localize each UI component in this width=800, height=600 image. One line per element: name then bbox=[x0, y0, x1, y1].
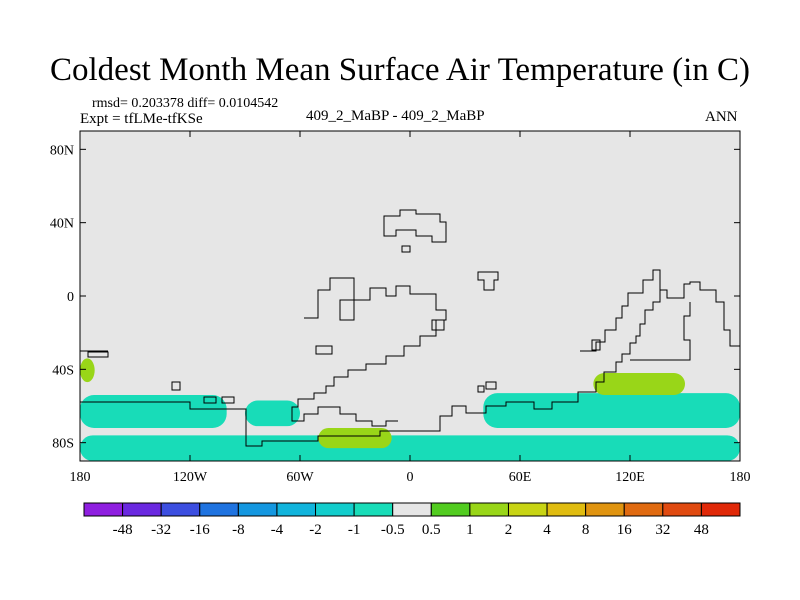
anomaly-region-south-atlantic-blob bbox=[245, 400, 300, 427]
coastline-europe bbox=[383, 209, 447, 243]
colorbar-box bbox=[315, 502, 355, 517]
colorbar-box bbox=[392, 502, 432, 517]
case-label: 409_2_MaBP - 409_2_MaBP bbox=[306, 108, 485, 124]
x-tick-label: 60W bbox=[286, 470, 314, 485]
y-tick-label: 80S bbox=[52, 437, 74, 452]
x-tick-label: 120E bbox=[615, 470, 645, 485]
colorbar-label: 48 bbox=[694, 522, 709, 538]
anomaly-region-south-america-coast-warm bbox=[80, 358, 95, 383]
colorbar-box bbox=[353, 502, 394, 517]
coastline-asia bbox=[580, 269, 741, 361]
x-tick-label: 180 bbox=[730, 470, 751, 485]
colorbar-box bbox=[469, 502, 509, 517]
x-tick-label: 0 bbox=[407, 470, 414, 485]
season-label: ANN bbox=[705, 109, 738, 125]
colorbar-box bbox=[237, 502, 278, 517]
colorbar-label: -32 bbox=[151, 522, 171, 538]
colorbar-box bbox=[83, 502, 124, 517]
colorbar-label: -4 bbox=[271, 522, 284, 538]
colorbar-label: -48 bbox=[113, 522, 133, 538]
map-plot-area bbox=[79, 130, 741, 462]
coastline-madagascar bbox=[485, 381, 497, 390]
y-tick-label: 40N bbox=[50, 217, 74, 232]
experiment-label: Expt = tfLMe-tfKSe bbox=[80, 111, 203, 127]
coastline-india bbox=[477, 271, 499, 291]
colorbar-label: 32 bbox=[655, 522, 670, 538]
x-tick-label: 60E bbox=[509, 470, 532, 485]
colorbar-label: 4 bbox=[543, 522, 551, 538]
colorbar-box bbox=[199, 502, 239, 517]
colorbar-box bbox=[585, 502, 625, 517]
x-axis: 180 120W 60W 0 60E 120E 180 bbox=[70, 131, 751, 485]
y-tick-label: 40S bbox=[52, 363, 74, 378]
colorbar-label: 0.5 bbox=[422, 522, 441, 538]
chart-title: Coldest Month Mean Surface Air Temperatu… bbox=[50, 52, 750, 88]
colorbar-box bbox=[276, 502, 317, 517]
colorbar-label: -0.5 bbox=[381, 522, 405, 538]
anomaly-region-antarctic-band bbox=[80, 435, 740, 461]
anomaly-region-southwest-pacific-warm bbox=[593, 373, 685, 395]
colorbar-box bbox=[546, 502, 587, 517]
x-tick-label: 120W bbox=[173, 470, 208, 485]
y-axis: 80N 40N 0 40S 80S bbox=[50, 143, 740, 452]
y-tick-label: 80N bbox=[50, 143, 74, 158]
colorbar-label: -8 bbox=[232, 522, 245, 538]
anomaly-region-south-pacific-band bbox=[80, 395, 227, 428]
colorbar-box bbox=[430, 502, 471, 517]
colorbar-box bbox=[122, 502, 162, 517]
coastline-small-islands bbox=[87, 245, 601, 404]
x-tick-label: 180 bbox=[70, 470, 91, 485]
colorbar-box bbox=[662, 502, 702, 517]
colorbar-label: -2 bbox=[309, 522, 322, 538]
colorbar-label: 1 bbox=[466, 522, 474, 538]
colorbar-box bbox=[507, 502, 548, 517]
colorbar-label: -1 bbox=[348, 522, 361, 538]
colorbar-box bbox=[160, 502, 201, 517]
colorbar-label: 2 bbox=[505, 522, 513, 538]
colorbar-label: 16 bbox=[617, 522, 633, 538]
anomaly-region-south-indian-band bbox=[483, 393, 740, 428]
colorbar-box bbox=[700, 502, 741, 517]
colorbar-box bbox=[623, 502, 664, 517]
anomaly-region-weddell-warm bbox=[318, 428, 392, 449]
colorbar: -48 -32 -16 -8 -4 -2 -1 -0.5 0.5 1 2 4 8 16 32 48 bbox=[83, 502, 741, 538]
colorbar-label: -16 bbox=[190, 522, 210, 538]
coastline-africa bbox=[291, 277, 447, 427]
stats-line: rmsd= 0.203378 diff= 0.0104542 bbox=[92, 96, 279, 111]
colorbar-label: 8 bbox=[582, 522, 590, 538]
y-tick-label: 0 bbox=[67, 290, 74, 305]
